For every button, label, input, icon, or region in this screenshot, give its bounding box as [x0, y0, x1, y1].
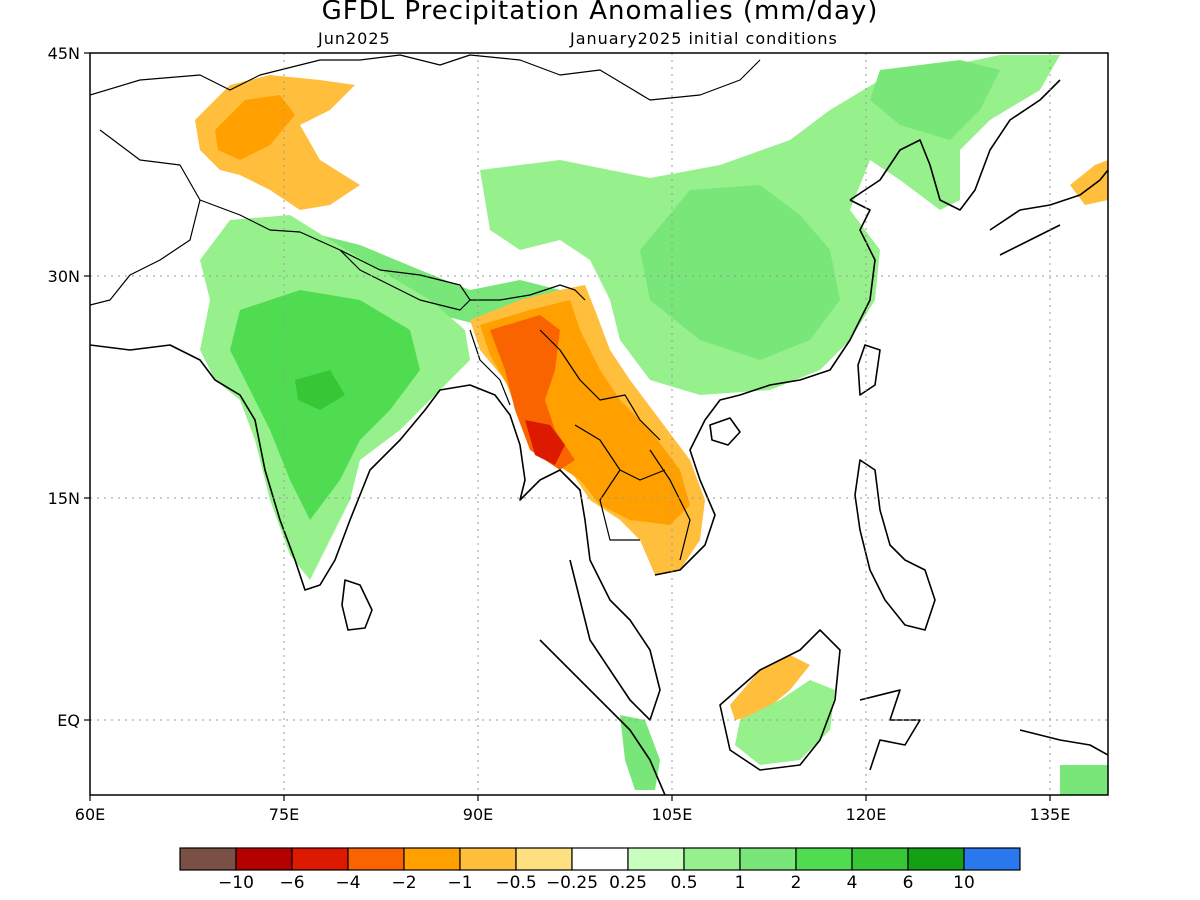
colorbar-tick-label: 0.25 [609, 873, 647, 893]
lon-label-120e: 120E [846, 805, 887, 824]
colorbar-swatch [291, 847, 349, 871]
graticule [90, 53, 1108, 795]
colorbar-swatch [851, 847, 909, 871]
lon-label-105e: 105E [652, 805, 693, 824]
map-frame [89, 52, 1109, 796]
colorbar-swatch [739, 847, 797, 871]
coastline-taiwan [857, 344, 881, 396]
lat-label-45n: 45N [48, 44, 80, 63]
colorbar-swatch [459, 847, 517, 871]
colorbar-tick-label: 4 [847, 873, 858, 893]
colorbar [179, 847, 1021, 871]
colorbar-tick-label: 1 [735, 873, 746, 893]
coastline-layer [90, 54, 1108, 795]
coastline-borneo [719, 629, 841, 771]
wet-anomaly-sumatra [620, 715, 660, 790]
coastline-new-guinea [1019, 729, 1108, 756]
colorbar-swatch [907, 847, 965, 871]
wet-anomaly-india-peak [295, 370, 345, 410]
colorbar-swatch [347, 847, 405, 871]
wet-anomaly-newguinea [1060, 765, 1108, 795]
initial-conditions-label: January2025 initial conditions [570, 29, 838, 48]
lat-label-15n: 15N [48, 489, 80, 508]
wet-anomaly-northeast [870, 60, 1000, 140]
colorbar-swatch [683, 847, 741, 871]
axis-ticks [84, 52, 1051, 801]
wet-anomaly-china-core [640, 185, 840, 360]
colorbar-tick-label: −1 [447, 873, 472, 893]
dry-anomaly-myanmar-peak [525, 420, 565, 465]
colorbar-swatch [403, 847, 461, 871]
colorbar-swatch [235, 847, 293, 871]
lon-label-60e: 60E [75, 805, 105, 824]
colorbar-tick-label: 10 [953, 873, 975, 893]
colorbar-tick-label: −4 [335, 873, 360, 893]
lon-label-135e: 135E [1030, 805, 1071, 824]
coastline-china-north [849, 79, 1061, 211]
lat-label-eq: EQ [57, 711, 80, 730]
wet-anomaly-borneo [735, 680, 835, 765]
colorbar-tick-label: −10 [218, 873, 254, 893]
colorbar-swatch [795, 847, 853, 871]
colorbar-swatch [179, 847, 237, 871]
coastline-philippines [854, 459, 936, 631]
colorbar-tick-label: 6 [903, 873, 914, 893]
coastline-south-asia [90, 344, 661, 721]
map-title: GFDL Precipitation Anomalies (mm/day) [321, 0, 879, 26]
colorbar-tick-label: 0.5 [670, 873, 697, 893]
lon-label-90e: 90E [463, 805, 493, 824]
colorbar-tick-label: −0.25 [546, 873, 598, 893]
colorbar-swatch [571, 847, 629, 871]
lat-label-30n: 30N [48, 267, 80, 286]
colorbar-swatch [963, 847, 1021, 871]
coastline-sulawesi [859, 689, 921, 771]
coastline-sumatra [539, 639, 666, 795]
colorbar-labels: −10 −6 −4 −2 −1 −0.5 −0.25 0.25 0.5 1 2 4 6 10 [218, 873, 975, 893]
colorbar-tick-label: −2 [391, 873, 416, 893]
colorbar-swatch [515, 847, 573, 871]
lon-label-75e: 75E [269, 805, 299, 824]
coastline-sri-lanka [341, 579, 373, 631]
colorbar-swatch [627, 847, 685, 871]
dry-anomaly-japan [1070, 160, 1108, 205]
dry-anomaly-borneo [730, 655, 810, 720]
forecast-month: Jun2025 [318, 29, 391, 48]
border-lines [90, 54, 761, 561]
coastline-indochina-east [654, 199, 876, 576]
anomaly-fill-layer [195, 55, 1108, 795]
colorbar-tick-label: −6 [279, 873, 304, 893]
dry-anomaly-northwest-core [215, 95, 295, 160]
colorbar-tick-label: 2 [791, 873, 802, 893]
coastline-hainan [709, 417, 741, 446]
colorbar-tick-label: −0.5 [495, 873, 536, 893]
